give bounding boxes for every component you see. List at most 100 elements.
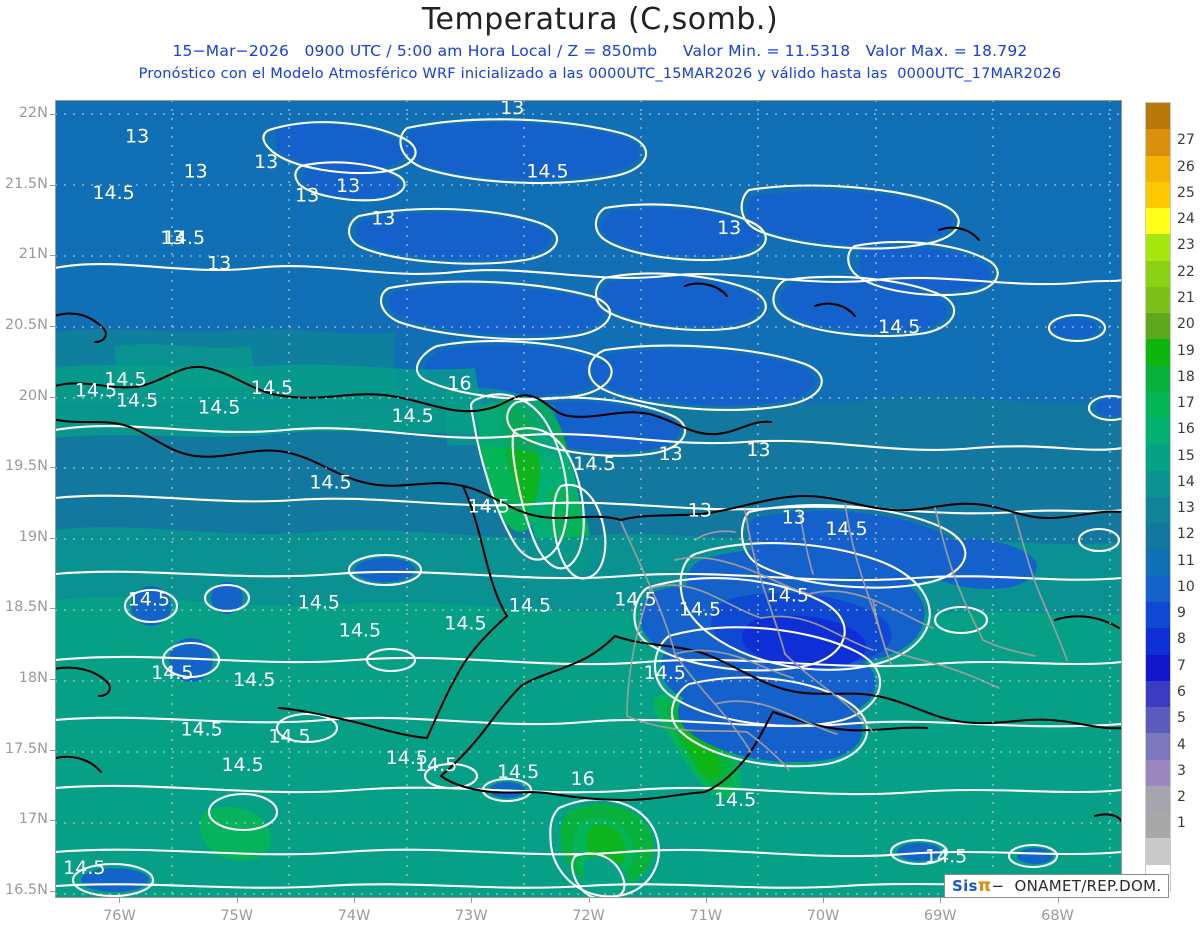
contour-value-label: 14.5	[714, 789, 756, 811]
contour-value-label: 14.5	[75, 380, 117, 402]
attribution-logo: Sis π − ONAMET/REP.DOM.	[944, 874, 1170, 898]
colorbar-tick-label: 7	[1177, 657, 1186, 674]
contour-value-label: 14.5	[268, 726, 310, 748]
contour-value-label: 14.5	[104, 368, 146, 390]
contour-value-label: 14.5	[679, 599, 721, 621]
map-plot-area[interactable]: 14.5 14.5 14.5 14.5 14.5 14.5 14.5 14.5 14.5 14.5…	[55, 100, 1122, 898]
latitude-tick	[50, 255, 55, 257]
longitude-tick	[119, 898, 121, 903]
colorbar-tick-label: 27	[1177, 132, 1195, 149]
colorbar-tick-label: 20	[1177, 316, 1195, 333]
colorbar-segment	[1146, 549, 1170, 577]
contour-value-label: 14.5	[151, 662, 193, 684]
latitude-tick-label: 20N	[18, 387, 48, 404]
latitude-tick	[50, 184, 55, 186]
latitude-tick	[50, 820, 55, 822]
latitude-tick-label: 16.5N	[4, 881, 48, 898]
contour-value-label: 14.5	[128, 589, 170, 611]
latitude-tick-label: 17.5N	[4, 740, 48, 757]
contour-value-label: 14.5	[444, 613, 486, 635]
colorbar-tick-label: 12	[1177, 526, 1195, 543]
contour-value-label: 16	[571, 768, 595, 790]
longitude-tick-label: 72W	[572, 908, 605, 924]
longitude-tick	[1057, 898, 1059, 903]
contour-value-label: 14.5	[309, 471, 351, 493]
contour-value-label: 13	[782, 507, 806, 529]
model-description-line: Pronóstico con el Modelo Atmosférico WRF…	[138, 66, 1062, 82]
colorbar-tick-label: 8	[1177, 631, 1186, 648]
colorbar-tick-label: 23	[1177, 237, 1195, 254]
longitude-tick-label: 70W	[806, 908, 840, 924]
colorbar-tick-label: 6	[1177, 684, 1186, 700]
colorbar-tick-label: 2	[1177, 789, 1186, 806]
contour-value-label: 14.5	[233, 669, 275, 691]
colorbar-segment	[1146, 208, 1170, 235]
longitude-tick	[823, 898, 824, 903]
temperature-shaded-field: 14.514.514.514.514.514.514.514.514.514.5…	[55, 100, 1122, 898]
contour-value-label: 13	[659, 443, 683, 465]
colorbar-tick-label: 3	[1177, 762, 1186, 779]
colorbar-segment	[1146, 759, 1170, 787]
latitude-tick-label: 22N	[18, 105, 48, 122]
page-title: Temperatura (C,somb.)	[421, 2, 779, 37]
longitude-tick	[236, 898, 238, 903]
temperature-colorbar[interactable]	[1145, 102, 1171, 892]
colorbar-tick-label: 19	[1177, 342, 1195, 359]
latitude-tick	[50, 396, 55, 398]
latitude-tick	[50, 467, 55, 469]
latitude-tick-label: 21.5N	[4, 175, 48, 192]
latitude-tick	[50, 679, 55, 681]
colorbar-segment	[1146, 838, 1170, 866]
contour-value-label: 14.5	[497, 761, 539, 783]
latitude-tick-label: 19.5N	[4, 458, 48, 475]
colorbar-tick-label: 10	[1177, 578, 1195, 595]
colorbar-segment	[1146, 523, 1170, 551]
colorbar-tick-label: 14	[1177, 473, 1195, 490]
colorbar-tick-label: 17	[1177, 395, 1195, 412]
colorbar-segment	[1146, 444, 1170, 472]
longitude-tick	[588, 898, 590, 903]
colorbar-tick-label: 18	[1177, 368, 1195, 385]
colorbar-segment	[1146, 418, 1170, 446]
colorbar-segment	[1146, 812, 1170, 840]
colorbar-tick-label: 1	[1177, 815, 1186, 832]
contour-value-label: 14.5	[116, 390, 158, 412]
longitude-tick-label: 73W	[454, 908, 488, 924]
longitude-tick-label: 71W	[689, 908, 723, 924]
contour-value-label: 14.5	[825, 518, 867, 540]
logo-agency-text: − ONAMET/REP.DOM.	[991, 877, 1162, 895]
longitude-tick-label: 76W	[103, 908, 136, 924]
colorbar-segment	[1146, 286, 1170, 314]
colorbar-tick-label: 5	[1177, 710, 1186, 727]
colorbar-segment	[1146, 680, 1170, 708]
colorbar-segment	[1146, 575, 1170, 603]
contour-value-label: 13	[125, 125, 149, 147]
contour-value-label: 14.5	[644, 662, 686, 684]
contour-value-label: 14.5	[925, 846, 967, 868]
latitude-tick-label: 20.5N	[4, 316, 48, 333]
latitude-tick-label: 19N	[18, 528, 48, 545]
contour-value-label: 14.5	[526, 161, 568, 183]
contour-value-label: 14.5	[163, 227, 205, 249]
colorbar-segment	[1146, 365, 1170, 393]
longitude-tick	[353, 898, 355, 903]
contour-value-label: 13	[336, 175, 360, 197]
colorbar-tick-label: 25	[1177, 184, 1195, 201]
contour-value-label: 14.5	[614, 589, 656, 611]
contour-value-label: 14.5	[63, 857, 105, 879]
contour-value-label: 14.5	[509, 594, 551, 616]
colorbar-tick-label: 11	[1177, 552, 1195, 569]
contour-value-label: 14.5	[339, 620, 381, 642]
colorbar-segment	[1146, 707, 1170, 734]
colorbar-segment	[1146, 181, 1170, 209]
colorbar-segment	[1146, 470, 1170, 498]
colorbar-tick-label: 9	[1177, 605, 1186, 622]
contour-value-label: 14.5	[391, 405, 433, 427]
contour-value-label: 14.5	[767, 584, 809, 606]
longitude-tick-label: 68W	[1041, 908, 1074, 924]
latitude-tick	[50, 749, 55, 751]
colorbar-tick-label: 4	[1177, 736, 1186, 753]
colorbar-tick-label: 22	[1177, 263, 1195, 280]
latitude-tick-label: 18N	[18, 670, 48, 687]
